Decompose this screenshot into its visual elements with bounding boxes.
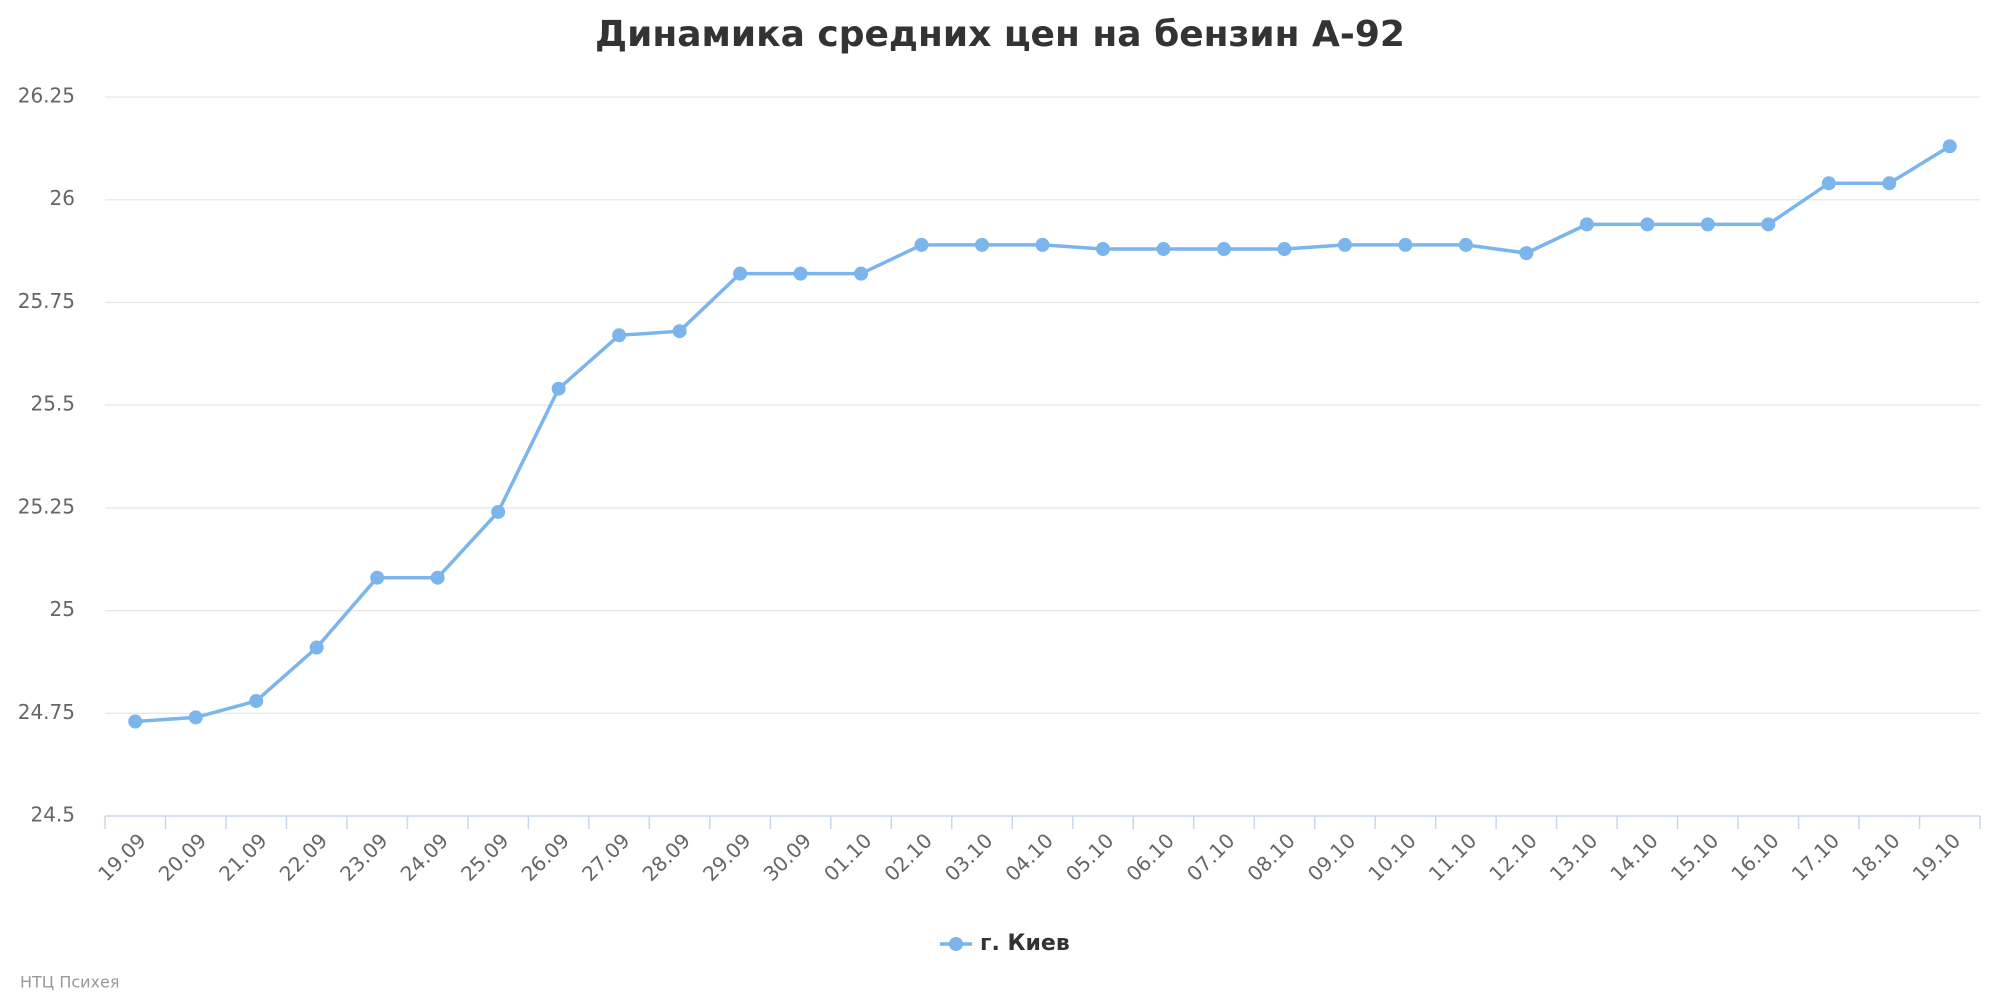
- marker: [1216, 242, 1231, 257]
- marker: [733, 266, 748, 281]
- marker: [1519, 246, 1534, 261]
- marker: [491, 504, 506, 519]
- y-tick-label: 24.5: [30, 803, 75, 827]
- marker: [1095, 242, 1110, 257]
- y-tick-label: 25.25: [18, 494, 75, 518]
- x-tick-label: 20.09: [154, 828, 211, 885]
- x-tick-label: 11.10: [1424, 828, 1481, 885]
- x-tick-label: 29.09: [698, 828, 755, 885]
- x-tick-label: 03.10: [940, 828, 997, 885]
- x-tick-label: 24.09: [396, 828, 453, 885]
- legend-label[interactable]: г. Киев: [980, 931, 1070, 956]
- x-tick-label: 30.09: [759, 828, 816, 885]
- x-tick-label: 22.09: [275, 828, 332, 885]
- marker: [672, 324, 687, 339]
- x-tick-label: 26.09: [517, 828, 574, 885]
- marker: [309, 640, 324, 655]
- marker: [1398, 237, 1413, 252]
- marker: [249, 693, 264, 708]
- x-tick-label: 12.10: [1484, 828, 1541, 885]
- x-tick-label: 05.10: [1061, 828, 1118, 885]
- marker: [1337, 237, 1352, 252]
- x-tick-label: 15.10: [1666, 828, 1723, 885]
- x-tick-label: 02.10: [879, 828, 936, 885]
- credits: НТЦ Психея: [20, 973, 119, 992]
- marker: [1882, 176, 1897, 191]
- marker: [370, 570, 385, 585]
- marker: [1700, 217, 1715, 232]
- x-tick-label: 10.10: [1363, 828, 1420, 885]
- x-tick-label: 06.10: [1121, 828, 1178, 885]
- x-tick-label: 23.09: [335, 828, 392, 885]
- y-tick-label: 26.25: [18, 84, 75, 108]
- y-tick-label: 25.5: [30, 392, 75, 416]
- x-tick-label: 19.09: [93, 828, 150, 885]
- marker: [1821, 176, 1836, 191]
- marker: [551, 381, 566, 396]
- x-tick-label: 16.10: [1726, 828, 1783, 885]
- marker: [1035, 237, 1050, 252]
- marker: [128, 714, 143, 729]
- y-tick-label: 25.75: [18, 289, 75, 313]
- marker: [1156, 242, 1171, 257]
- marker: [914, 237, 929, 252]
- marker: [430, 570, 445, 585]
- x-tick-label: 04.10: [1000, 828, 1057, 885]
- x-tick-label: 14.10: [1605, 828, 1662, 885]
- marker: [1277, 242, 1292, 257]
- x-tick-label: 18.10: [1847, 828, 1904, 885]
- x-tick-label: 08.10: [1242, 828, 1299, 885]
- line: [135, 144, 1951, 724]
- legend-symbol: [949, 937, 963, 951]
- x-tick-label: 13.10: [1545, 828, 1602, 885]
- marker: [1458, 237, 1473, 252]
- y-tick-label: 24.75: [18, 700, 75, 724]
- x-tick-label: 01.10: [819, 828, 876, 885]
- x-tick-label: 07.10: [1182, 828, 1239, 885]
- y-tick-label: 25: [50, 597, 75, 621]
- x-tick-label: 19.10: [1908, 828, 1965, 885]
- marker: [1579, 217, 1594, 232]
- y-tick-label: 26: [50, 186, 75, 210]
- marker: [1640, 217, 1655, 232]
- chart-title: Динамика средних цен на бензин А-92: [595, 14, 1405, 55]
- marker: [975, 237, 990, 252]
- x-tick-label: 27.09: [577, 828, 634, 885]
- x-tick-label: 17.10: [1787, 828, 1844, 885]
- marker: [1761, 217, 1776, 232]
- marker: [188, 710, 203, 725]
- x-tick-label: 25.09: [456, 828, 513, 885]
- marker: [793, 266, 808, 281]
- marker: [854, 266, 869, 281]
- x-tick-label: 21.09: [214, 828, 271, 885]
- x-tick-label: 09.10: [1303, 828, 1360, 885]
- x-tick-label: 28.09: [638, 828, 695, 885]
- marker: [612, 328, 627, 343]
- marker: [1942, 139, 1957, 154]
